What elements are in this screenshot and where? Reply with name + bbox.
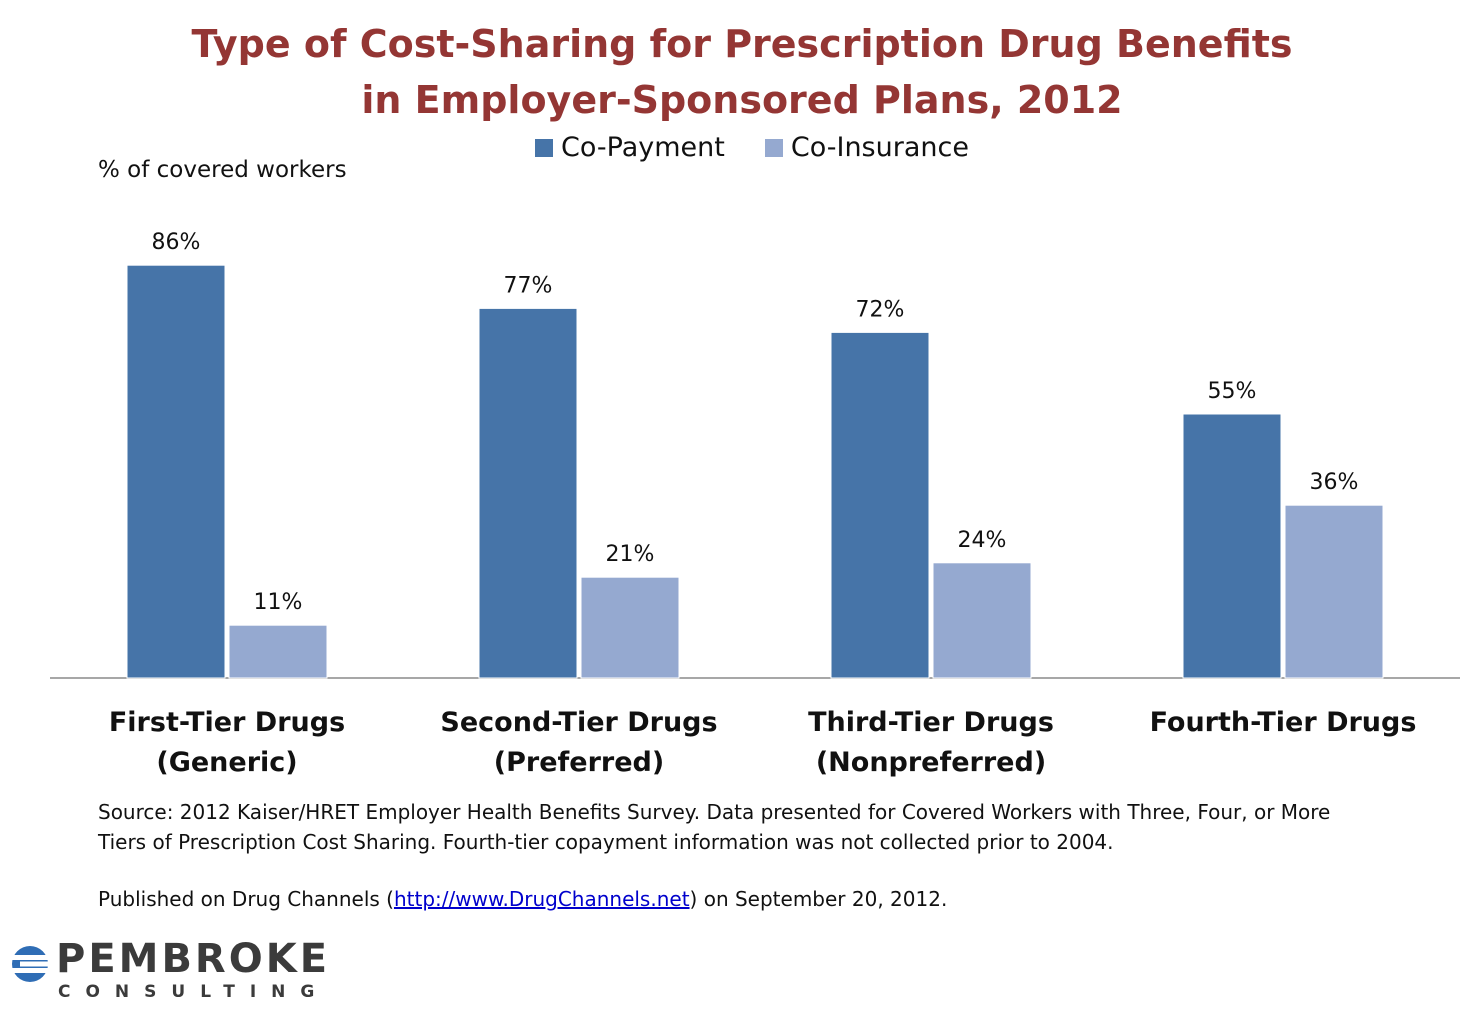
bar-coinsurance-2 bbox=[932, 562, 1032, 679]
logo-wordmark: PEMBROKE bbox=[56, 936, 331, 982]
data-label-coinsurance-0: 11% bbox=[254, 590, 303, 615]
data-label-copayment-3: 55% bbox=[1208, 379, 1257, 404]
legend-label-coinsurance: Co-Insurance bbox=[790, 132, 969, 163]
source-note: Source: 2012 Kaiser/HRET Employer Health… bbox=[98, 797, 1398, 857]
legend-swatch-copayment bbox=[535, 138, 554, 157]
category-label-1-line1: (Preferred) bbox=[493, 747, 665, 778]
published-suffix: ) on September 20, 2012. bbox=[689, 887, 948, 911]
source-line2: Tiers of Prescription Cost Sharing. Four… bbox=[98, 830, 1114, 854]
legend: Co-Payment Co-Insurance bbox=[10, 132, 1484, 163]
pembroke-logo-icon bbox=[10, 946, 50, 982]
data-label-copayment-2: 72% bbox=[856, 297, 905, 322]
bar-copayment-0 bbox=[126, 264, 226, 679]
bar-copayment-2 bbox=[830, 331, 930, 679]
category-label-1: Second-Tier Drugs (Preferred) bbox=[419, 703, 739, 783]
legend-swatch-coinsurance bbox=[764, 138, 783, 157]
bar-copayment-1 bbox=[478, 307, 578, 679]
pembroke-logo: PEMBROKE CONSULTING bbox=[8, 936, 327, 1002]
published-note: Published on Drug Channels (http://www.D… bbox=[98, 887, 947, 911]
category-label-2-line0: Third-Tier Drugs bbox=[808, 707, 1054, 738]
data-label-copayment-0: 86% bbox=[152, 230, 201, 255]
data-label-copayment-1: 77% bbox=[504, 273, 553, 298]
legend-label-copayment: Co-Payment bbox=[561, 132, 725, 163]
y-axis-label: % of covered workers bbox=[98, 157, 347, 183]
data-label-coinsurance-1: 21% bbox=[606, 542, 655, 567]
legend-item-coinsurance: Co-Insurance bbox=[764, 132, 969, 163]
data-label-coinsurance-2: 24% bbox=[958, 528, 1007, 553]
chart-title: Type of Cost-Sharing for Prescription Dr… bbox=[0, 16, 1484, 128]
source-line1: Source: 2012 Kaiser/HRET Employer Health… bbox=[98, 800, 1331, 824]
legend-item-copayment: Co-Payment bbox=[535, 132, 725, 163]
chart-title-line2: in Employer-Sponsored Plans, 2012 bbox=[361, 78, 1123, 122]
chart-title-line1: Type of Cost-Sharing for Prescription Dr… bbox=[191, 22, 1293, 66]
published-prefix: Published on Drug Channels ( bbox=[98, 887, 394, 911]
category-label-0: First-Tier Drugs (Generic) bbox=[67, 703, 387, 783]
data-label-coinsurance-3: 36% bbox=[1310, 470, 1359, 495]
logo-subtitle: CONSULTING bbox=[58, 982, 330, 1002]
category-label-3-line0: Fourth-Tier Drugs bbox=[1149, 707, 1417, 738]
bar-coinsurance-3 bbox=[1284, 504, 1384, 679]
category-label-3: Fourth-Tier Drugs bbox=[1123, 703, 1443, 743]
category-label-1-line0: Second-Tier Drugs bbox=[440, 707, 718, 738]
category-label-2-line1: (Nonpreferred) bbox=[815, 747, 1047, 778]
category-label-0-line0: First-Tier Drugs bbox=[108, 707, 346, 738]
bar-copayment-3 bbox=[1182, 413, 1282, 679]
bar-coinsurance-1 bbox=[580, 576, 680, 679]
category-label-2: Third-Tier Drugs (Nonpreferred) bbox=[771, 703, 1091, 783]
bar-chart: 86% 77% 72% 55% 11% 21% 24% 36% bbox=[50, 230, 1460, 679]
category-label-0-line1: (Generic) bbox=[156, 747, 298, 778]
drugchannels-link[interactable]: http://www.DrugChannels.net bbox=[393, 887, 690, 911]
bar-coinsurance-0 bbox=[228, 624, 328, 679]
